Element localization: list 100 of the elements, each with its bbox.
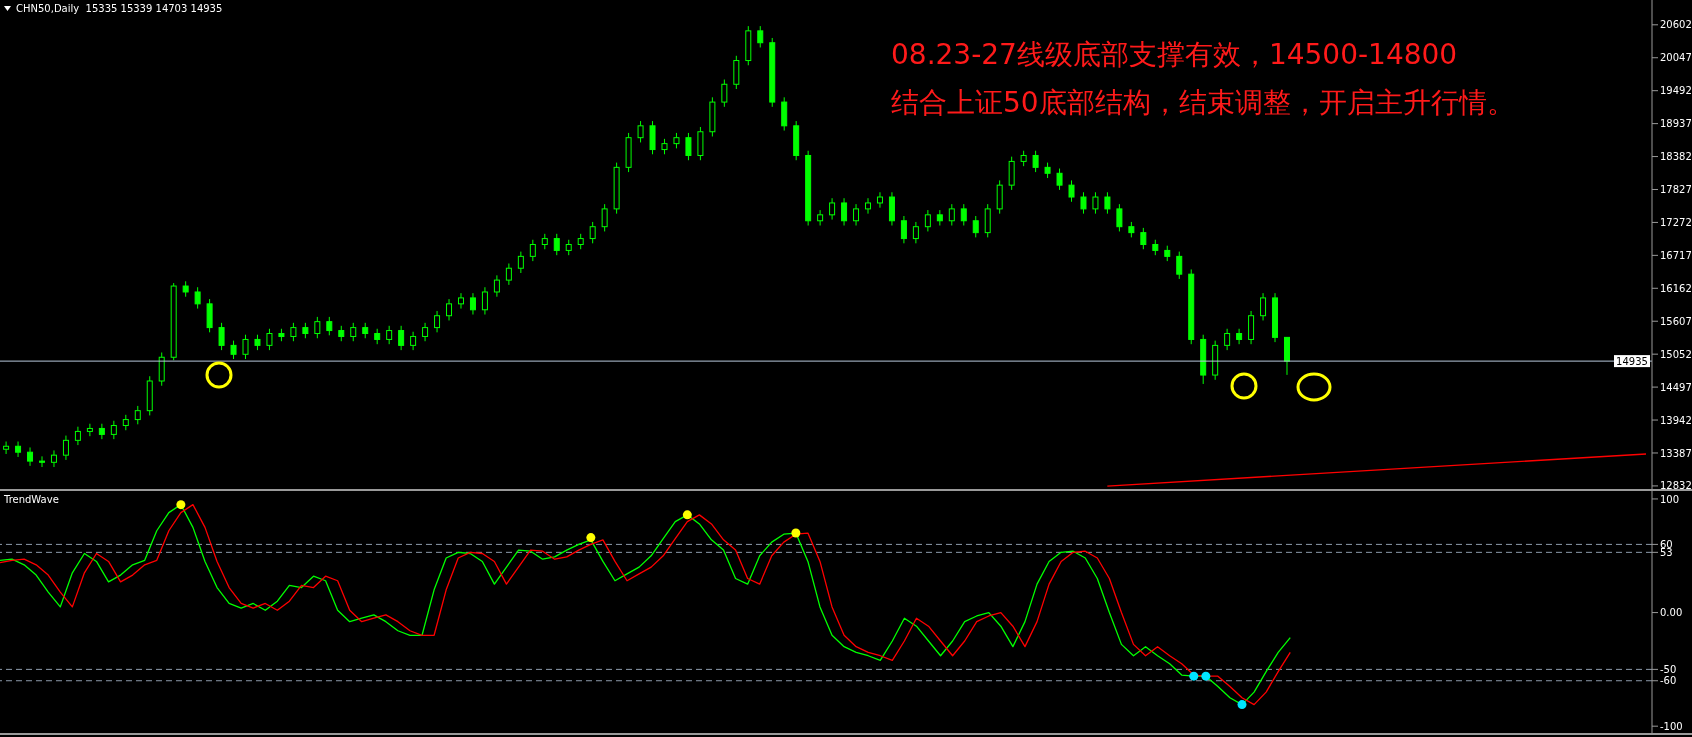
- y-tick-label: 15052: [1660, 348, 1692, 360]
- point: [586, 533, 596, 543]
- ref-line-label: 14935: [1616, 356, 1648, 368]
- y-tick-label: -50: [1660, 663, 1677, 675]
- candlestick: [996, 179, 1003, 215]
- y-tick-label: 16162: [1660, 282, 1692, 294]
- candlestick: [529, 239, 536, 262]
- candlestick: [960, 203, 967, 227]
- candlestick: [27, 446, 34, 467]
- candlestick: [1283, 336, 1290, 376]
- candlestick: [924, 209, 931, 232]
- candlestick: [230, 340, 237, 360]
- candlestick: [817, 209, 824, 227]
- candlestick: [865, 197, 871, 215]
- point: [1201, 671, 1211, 681]
- candlestick: [110, 420, 117, 440]
- y-tick-label: 18937: [1660, 118, 1692, 130]
- candlestick: [721, 79, 728, 108]
- point: [1189, 671, 1199, 681]
- y-tick-label: 13387: [1660, 447, 1692, 459]
- chart-title: TrendWave: [4, 494, 59, 505]
- chart-title: CHN50,Daily 15335 15339 14703 14935: [16, 3, 223, 14]
- candlestick: [517, 251, 524, 274]
- candlestick: [350, 322, 357, 342]
- y-tick-label: 20047: [1660, 52, 1692, 64]
- candlestick: [218, 322, 225, 351]
- y-tick-label: 12832: [1660, 480, 1692, 492]
- y-tick-label: 13942: [1660, 414, 1692, 426]
- candlestick: [290, 322, 297, 342]
- candlestick: [1068, 179, 1075, 203]
- candlestick: [984, 203, 991, 238]
- point: [682, 510, 692, 520]
- point: [791, 528, 801, 538]
- candlestick: [841, 197, 848, 227]
- y-tick-label: 18382: [1660, 151, 1692, 163]
- candlestick: [158, 352, 165, 387]
- candlestick: [1056, 168, 1063, 191]
- candlestick: [398, 325, 405, 351]
- candlestick: [900, 215, 907, 244]
- candlestick: [74, 426, 81, 446]
- candlestick: [1236, 328, 1243, 345]
- candlestick: [1116, 203, 1123, 232]
- candlestick: [242, 334, 249, 360]
- candlestick: [434, 310, 441, 333]
- candlestick: [134, 405, 141, 425]
- candlestick: [601, 203, 608, 232]
- candlestick: [1080, 191, 1087, 215]
- candlestick: [972, 215, 979, 238]
- y-tick-label: -60: [1660, 675, 1677, 687]
- candlestick: [1092, 191, 1099, 215]
- annotation: 结合上证50底部结构，结束调整，开启主升行情。: [891, 85, 1515, 121]
- y-tick-label: 15607: [1660, 315, 1692, 327]
- candlestick: [853, 203, 860, 227]
- candlestick: [446, 298, 453, 321]
- candlestick: [733, 55, 740, 90]
- candlestick: [86, 423, 93, 437]
- candlestick: [326, 316, 333, 336]
- candlestick: [781, 96, 788, 132]
- candlestick: [505, 262, 512, 286]
- annotation: 08.23-27线级底部支撑有效，14500-14800: [891, 37, 1458, 73]
- candlestick: [829, 197, 836, 221]
- point: [1237, 700, 1247, 710]
- y-tick-label: 100: [1660, 493, 1680, 505]
- candlestick: [1032, 150, 1039, 173]
- candlestick: [876, 191, 883, 209]
- candlestick: [62, 435, 69, 461]
- y-tick-label: 14497: [1660, 381, 1692, 393]
- candlestick: [50, 449, 57, 468]
- candlestick: [457, 292, 464, 310]
- candlestick: [481, 286, 488, 316]
- candlestick: [15, 441, 22, 458]
- candlestick: [757, 25, 764, 48]
- y-tick-label: 0.00: [1660, 607, 1683, 619]
- candlestick: [1260, 292, 1267, 321]
- candlestick: [98, 423, 105, 440]
- candlestick: [697, 126, 704, 161]
- y-tick-label: -100: [1660, 720, 1683, 732]
- candlestick: [637, 120, 644, 143]
- y-tick-label: 20602: [1660, 19, 1692, 31]
- candlestick: [206, 298, 213, 333]
- candlestick: [948, 203, 955, 227]
- candlestick: [410, 331, 417, 351]
- candlestick: [1008, 156, 1015, 191]
- candlestick: [888, 191, 895, 227]
- candlestick: [3, 441, 10, 455]
- candlestick: [589, 221, 596, 244]
- candlestick: [1176, 251, 1183, 280]
- candlestick: [912, 221, 919, 244]
- candlestick: [386, 325, 393, 345]
- candlestick: [493, 274, 500, 298]
- point: [176, 500, 186, 510]
- candlestick: [1224, 328, 1231, 351]
- candlestick: [266, 328, 273, 351]
- candlestick: [469, 292, 476, 316]
- candlestick: [194, 286, 201, 310]
- candlestick: [314, 316, 321, 339]
- y-tick-label: 16717: [1660, 249, 1692, 261]
- candlestick: [1104, 191, 1111, 215]
- candlestick: [1140, 227, 1147, 250]
- candlestick: [685, 132, 692, 161]
